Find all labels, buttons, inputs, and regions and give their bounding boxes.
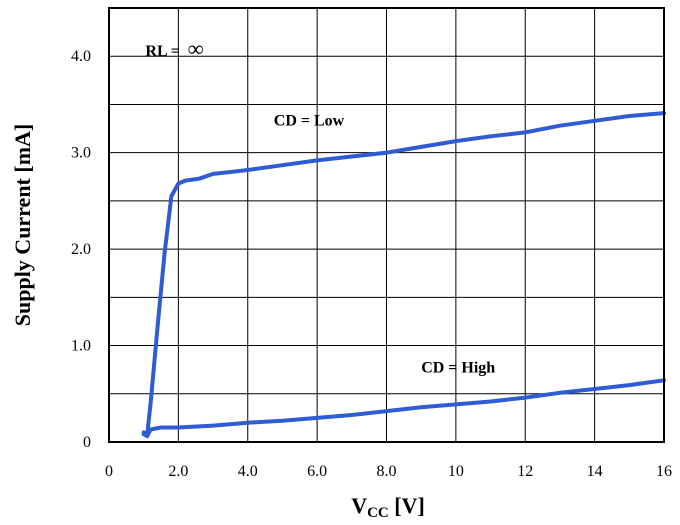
plot-frame — [108, 7, 665, 443]
x-tick-label: 8.0 — [377, 463, 397, 480]
annotation-2: CD = High — [421, 360, 495, 377]
series-lines — [141, 111, 666, 439]
x-tick-label: 12 — [517, 463, 533, 480]
x-tick-label: 6.0 — [307, 463, 327, 480]
x-tick-label: 14 — [587, 463, 603, 480]
x-axis-title: VCC [V] — [351, 493, 425, 521]
annotations: RL = ∞ CD = Low CD = High — [145, 36, 495, 376]
y-tick-label: 3.0 — [71, 145, 91, 162]
y-tick-label: 2.0 — [71, 241, 91, 258]
series-line-1 — [141, 378, 666, 439]
x-tick-labels: 0 2.0 4.0 6.0 8.0 10 12 14 16 — [105, 463, 672, 480]
x-tick-label: 4.0 — [238, 463, 258, 480]
y-tick-label: 0 — [83, 434, 91, 451]
infinity-symbol: ∞ — [188, 36, 204, 61]
x-tick-label: 16 — [656, 463, 672, 480]
y-tick-labels: 0 1.0 2.0 3.0 4.0 — [71, 48, 91, 451]
x-axis-title-subscript: CC — [367, 505, 389, 521]
annotation-0: RL = ∞ — [145, 36, 203, 61]
y-tick-label: 1.0 — [71, 338, 91, 355]
y-axis-title: Supply Current [mA] — [10, 124, 35, 327]
x-axis-title-unit: [V] — [389, 493, 425, 518]
annotation-label: RL = — [145, 43, 183, 60]
y-tick-label: 4.0 — [71, 48, 91, 65]
x-tick-label: 10 — [448, 463, 464, 480]
x-tick-label: 2.0 — [168, 463, 188, 480]
x-tick-label: 0 — [105, 463, 113, 480]
x-axis-title-main: V — [351, 493, 367, 518]
annotation-1: CD = Low — [274, 113, 345, 130]
series-line-0 — [141, 111, 666, 437]
grid — [109, 8, 664, 442]
